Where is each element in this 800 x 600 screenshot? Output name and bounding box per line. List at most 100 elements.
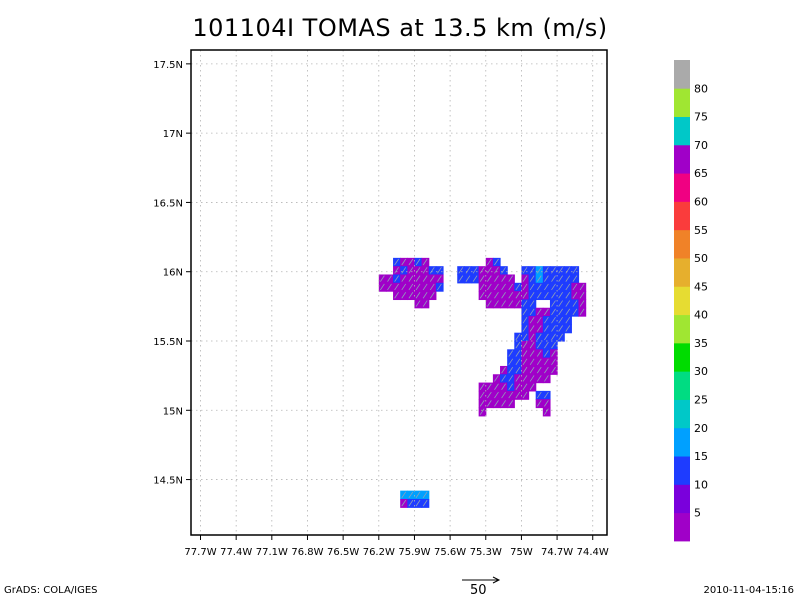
colorbar-swatch — [674, 144, 690, 174]
wind-cell — [521, 266, 530, 276]
wind-vector-arrow — [472, 275, 478, 282]
wind-cell — [500, 399, 508, 409]
wind-cell — [485, 390, 494, 400]
wind-vector-arrow — [422, 283, 428, 291]
colorbar: 5 10 15 20 25 30 35 40 45 50 55 60 65 70 75 80 — [674, 60, 708, 542]
wind-vector-arrow — [551, 341, 556, 349]
reference-vector — [462, 576, 501, 584]
wind-vector-arrow — [508, 375, 514, 382]
wind-cell — [549, 282, 558, 292]
wind-vector-arrow — [486, 275, 492, 282]
colorbar-label: 75 — [694, 111, 708, 124]
wind-cell — [564, 299, 572, 309]
wind-cell — [542, 399, 551, 409]
wind-vector-arrow — [529, 325, 535, 332]
colorbar-label: 25 — [694, 394, 708, 407]
wind-cell — [393, 257, 401, 267]
wind-vector-arrow — [529, 383, 535, 390]
colorbar-label: 40 — [694, 309, 708, 322]
wind-cell — [528, 266, 537, 276]
wind-cell — [528, 299, 537, 309]
wind-vector-arrow — [544, 366, 549, 374]
colorbar-swatch — [674, 88, 690, 117]
wind-vector-arrow — [486, 283, 492, 291]
wind-cell — [514, 341, 523, 350]
wind-vector-arrow — [565, 267, 571, 274]
wind-cell — [421, 266, 430, 276]
wind-vector-arrow — [515, 292, 521, 299]
wind-vector-arrow — [387, 275, 392, 282]
wind-vector-arrow — [544, 325, 549, 332]
wind-vector-arrow — [558, 308, 563, 316]
wind-vector-arrow — [558, 316, 563, 324]
wind-vector-arrow — [522, 300, 528, 307]
wind-vector-arrow — [551, 275, 556, 282]
wind-cell — [478, 399, 487, 409]
wind-cell — [549, 299, 558, 309]
wind-cell — [535, 399, 544, 409]
wind-vector-arrow — [572, 267, 578, 274]
x-tick-label: 75.9W — [398, 547, 430, 558]
wind-cell — [464, 274, 473, 284]
wind-vector-arrow — [515, 358, 521, 366]
wind-cell — [485, 382, 494, 392]
wind-cell — [557, 282, 565, 292]
colorbar-label: 30 — [694, 365, 708, 378]
y-tick-label: 15N — [163, 406, 183, 417]
wind-cell — [521, 390, 530, 400]
wind-vector-arrow — [544, 283, 549, 291]
wind-vector-arrow — [529, 358, 535, 366]
wind-cell — [549, 332, 558, 342]
wind-cell — [393, 282, 401, 292]
wind-vector-arrow — [486, 292, 492, 299]
wind-cell — [485, 282, 494, 292]
wind-vector-arrow — [501, 275, 506, 282]
wind-cell — [521, 341, 530, 350]
wind-vector-arrow — [558, 275, 563, 282]
wind-cell — [500, 299, 508, 309]
colorbar-swatch — [674, 512, 690, 542]
wind-vector-arrow — [565, 300, 571, 307]
wind-cell — [507, 357, 515, 367]
wind-vector-arrow — [387, 283, 392, 291]
wind-cell — [521, 316, 530, 325]
wind-cell — [414, 282, 423, 292]
wind-vector-arrow — [508, 391, 514, 399]
wind-cell — [542, 274, 551, 284]
wind-cell — [507, 274, 515, 284]
wind-vector-arrow — [494, 375, 499, 382]
wind-vector-arrow — [401, 267, 407, 274]
wind-cell — [521, 357, 530, 367]
wind-vector-arrow — [515, 391, 521, 399]
wind-vector-arrow — [508, 400, 514, 407]
wind-vector-arrow — [536, 308, 542, 316]
wind-vector-arrow — [565, 308, 571, 316]
wind-cell — [485, 274, 494, 284]
wind-cell — [507, 299, 515, 309]
wind-speed-field — [378, 257, 587, 508]
wind-cell — [507, 349, 515, 359]
wind-cell — [485, 291, 494, 301]
wind-cell — [500, 365, 508, 375]
wind-cell — [478, 291, 487, 301]
wind-vector-arrow — [544, 292, 549, 299]
reference-vector-label: 50 — [470, 583, 487, 598]
wind-vector-arrow — [408, 499, 414, 507]
wind-cell — [528, 365, 537, 375]
x-tick-label: 77.1W — [256, 547, 288, 558]
wind-cell — [457, 274, 465, 284]
wind-vector-arrow — [544, 333, 549, 341]
wind-vector-arrow — [551, 350, 556, 357]
wind-cell — [435, 282, 444, 292]
wind-cell — [428, 274, 437, 284]
wind-vector-arrow — [501, 292, 506, 299]
x-tick-label: 74.7W — [541, 547, 573, 558]
y-tick-label: 16N — [163, 268, 183, 279]
wind-cell — [542, 365, 551, 375]
x-tick-label: 77.7W — [184, 547, 216, 558]
wind-vector-arrow — [515, 341, 521, 349]
wind-cell — [492, 257, 501, 267]
wind-cell — [549, 307, 558, 317]
wind-vector-arrow — [558, 300, 563, 307]
